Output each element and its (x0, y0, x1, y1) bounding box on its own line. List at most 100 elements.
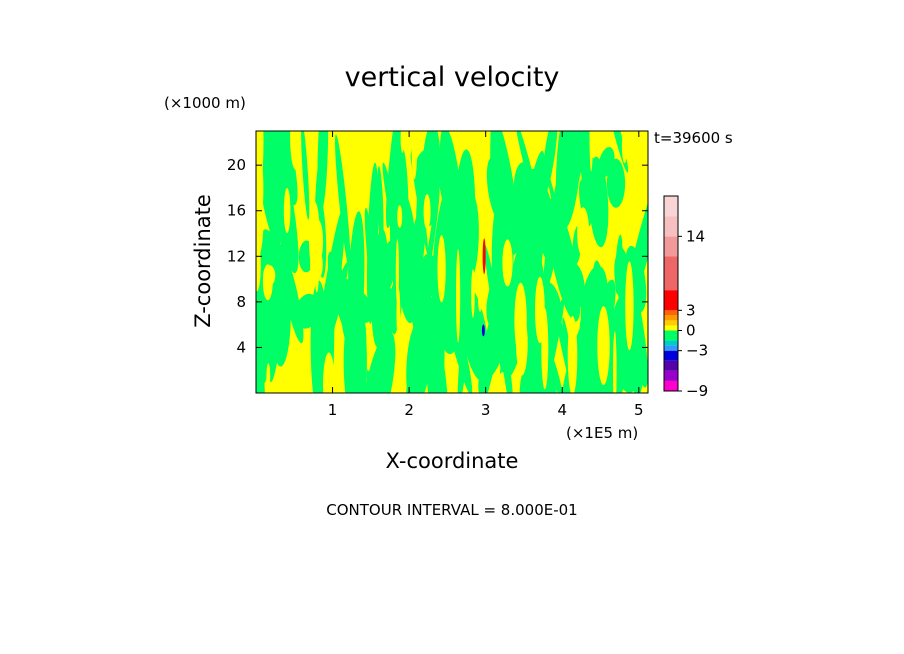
time-label: t=39600 s (654, 129, 733, 147)
field-streak (456, 249, 461, 343)
field-streak (400, 131, 405, 153)
field-streak (327, 251, 356, 341)
contour-interval-label: CONTOUR INTERVAL = 8.000E-01 (326, 501, 577, 519)
colorbar-segment (664, 330, 678, 336)
y-tick-label: 4 (236, 338, 246, 356)
field-streak (631, 205, 648, 307)
field-streak (256, 184, 264, 258)
colorbar-segment (664, 290, 678, 311)
colorbar-segment (664, 380, 678, 391)
colorbar-segment (664, 310, 678, 316)
field-streak (567, 315, 578, 393)
colorbar-segment (664, 216, 678, 237)
y-tick-label: 16 (227, 202, 246, 220)
field-streak (366, 369, 374, 393)
field-streak (484, 244, 513, 393)
field-streak (262, 264, 273, 301)
plot-frame (255, 130, 649, 394)
field-streak (377, 166, 384, 248)
colorbar-tick-label: −9 (686, 382, 708, 400)
colorbar: 14 3 0 −3 −9 (663, 195, 708, 400)
colorbar-tick-label: −3 (686, 342, 708, 360)
field-streak (266, 363, 271, 392)
field-streak (397, 205, 403, 228)
field-streak (597, 306, 610, 386)
field-streak (437, 235, 446, 303)
field-streak (577, 207, 590, 258)
colorbar-segment (664, 360, 678, 371)
colorbar-segment (664, 320, 678, 326)
field-streak (314, 230, 320, 293)
field-streak (356, 293, 372, 323)
field-streak (395, 239, 399, 304)
colorbar-segment (664, 315, 678, 321)
field-streak (550, 353, 565, 393)
x-unit-label: (×1E5 m) (566, 424, 638, 442)
colorbar-segment (664, 350, 678, 361)
colorbar-segment (664, 325, 678, 331)
field-streak (579, 131, 592, 212)
colorbar-frame (663, 195, 679, 392)
field-streak (625, 261, 634, 351)
colorbar-segment (664, 370, 678, 381)
field-streak (256, 131, 264, 191)
field-pattern (256, 131, 648, 393)
x-axis-ticks: 1 2 3 4 5 (328, 131, 644, 419)
field-streak (280, 251, 304, 344)
field-streak (541, 308, 549, 390)
colorbar-tick-label: 0 (686, 321, 696, 339)
field-streak (256, 240, 261, 292)
colorbar-segment (664, 236, 678, 257)
field-streak (502, 239, 513, 287)
x-axis-label: X-coordinate (386, 449, 519, 473)
field-streak (256, 331, 266, 393)
colorbar-segment (664, 335, 678, 341)
field-streak (613, 331, 617, 393)
field-streak (290, 131, 301, 170)
field-streak (606, 158, 626, 208)
plot-area (255, 130, 649, 394)
field-streak (490, 131, 502, 201)
x-tick-label: 1 (328, 401, 338, 419)
field-streak (405, 131, 413, 161)
field-streak (301, 131, 310, 220)
field-streak (315, 147, 324, 224)
field-streak (323, 352, 335, 393)
y-axis-ticks: 4 8 12 16 20 (227, 156, 648, 356)
field-streak (471, 269, 475, 318)
colorbar-segment (664, 196, 678, 217)
colorbar-segment (664, 256, 678, 291)
field-streak (546, 198, 581, 322)
field-streak (588, 307, 628, 393)
field-streak (516, 312, 528, 376)
field-streak (589, 131, 593, 172)
field-streak (541, 131, 558, 197)
colorbar-tick-label: 3 (686, 301, 696, 319)
chart-title: vertical velocity (345, 62, 560, 93)
field-streak (411, 131, 418, 180)
field-streak (638, 165, 642, 203)
field-streak (361, 330, 396, 393)
y-tick-label: 8 (236, 293, 246, 311)
field-streak (461, 193, 479, 281)
field-streak (439, 347, 450, 393)
colorbar-segment (664, 340, 678, 346)
colorbar-segment (664, 345, 678, 351)
field-streak (477, 282, 483, 312)
x-tick-label: 5 (634, 401, 644, 419)
field-streak (415, 148, 439, 182)
field-streak (423, 194, 431, 230)
field-streak (621, 131, 628, 164)
x-tick-label: 4 (557, 401, 567, 419)
field-streak (335, 134, 351, 271)
field-streak (283, 187, 291, 234)
x-tick-label: 3 (481, 401, 491, 419)
y-tick-label: 12 (227, 247, 246, 265)
updraft-core (482, 238, 486, 275)
y-tick-label: 20 (227, 156, 246, 174)
colorbar-tick-label: 14 (686, 227, 705, 245)
y-unit-label: (×1000 m) (164, 94, 246, 112)
x-tick-label: 2 (404, 401, 414, 419)
field-streak (262, 319, 272, 383)
